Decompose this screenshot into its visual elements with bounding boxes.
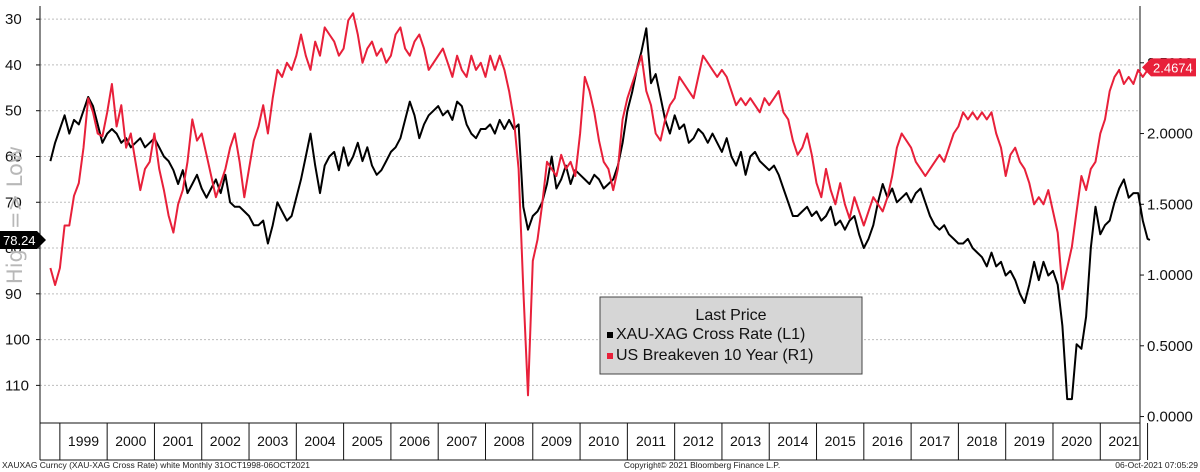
x-tick-label-2003: 2003 (257, 433, 288, 449)
left-tick-label-60: 60 (5, 148, 22, 165)
last-value-badges: 78.24 2.4674 (0, 58, 1196, 249)
legend-title: Last Price (695, 307, 766, 324)
footer-right: 06-Oct-2021 07:05:29 (1115, 460, 1198, 470)
left-tick-label-110: 110 (5, 377, 29, 394)
x-tick-label-2002: 2002 (210, 433, 241, 449)
right-tick-label-1.0000: 1.0000 (1147, 267, 1193, 284)
last-value-label-xau-xag: 78.24 (3, 233, 36, 248)
series-line-breakeven (49, 12, 1151, 397)
series-line-xau-xag (49, 27, 1151, 401)
x-tick-label-2008: 2008 (494, 433, 525, 449)
left-tick-label-50: 50 (5, 103, 22, 120)
x-tick-label-2000: 2000 (115, 433, 146, 449)
last-value-badge-breakeven (1142, 58, 1196, 77)
last-value-badge-xau-xag (0, 230, 46, 249)
x-tick-label-2017: 2017 (919, 433, 950, 449)
x-tick-label-2010: 2010 (588, 433, 619, 449)
footer-left: XAUXAG Curncy (XAU-XAG Cross Rate) white… (2, 460, 310, 470)
left-tick-label-40: 40 (5, 57, 22, 74)
legend-box (599, 296, 863, 375)
x-tick-label-2018: 2018 (966, 433, 997, 449)
x-tick-label-2020: 2020 (1061, 433, 1092, 449)
legend: Last Price XAU-XAG Cross Rate (L1) US Br… (599, 296, 863, 375)
right-tick-label-1.5000: 1.5000 (1147, 196, 1193, 213)
right-tick-label-2.0000: 2.0000 (1147, 126, 1193, 143)
right-tick-label-0.0000: 0.0000 (1147, 409, 1193, 426)
x-tick-label-1999: 1999 (68, 433, 99, 449)
x-tick-label-2011: 2011 (636, 433, 666, 449)
x-tick-label-2014: 2014 (777, 433, 808, 449)
left-tick-label-30: 30 (5, 11, 22, 28)
x-tick-label-2016: 2016 (872, 433, 903, 449)
series-lines (49, 12, 1151, 401)
left-tick-label-70: 70 (5, 194, 22, 211)
x-tick-label-2006: 2006 (399, 433, 430, 449)
footer-center: Copyright© 2021 Bloomberg Finance L.P. (624, 460, 780, 470)
x-tick-label-2005: 2005 (352, 433, 383, 449)
x-tick-label-2001: 2001 (163, 433, 194, 449)
x-tick-label-2021: 2021 (1108, 433, 1139, 449)
last-value-label-breakeven: 2.4674 (1153, 60, 1193, 75)
x-tick-label-2009: 2009 (541, 433, 572, 449)
gridlines (40, 18, 1140, 386)
legend-swatch-breakeven (607, 353, 613, 359)
x-tick-label-2012: 2012 (683, 433, 714, 449)
legend-entry-breakeven: US Breakeven 10 Year (R1) (616, 347, 813, 364)
right-tick-label-0.5000: 0.5000 (1147, 338, 1193, 355)
left-axis-label: High => Low (3, 146, 27, 284)
x-axis: 1999 2000 2001 2002 2003 2004 2005 2006 2007 2008… (39, 6, 1149, 461)
left-tick-label-100: 100 (5, 332, 30, 349)
footer: XAUXAG Curncy (XAU-XAG Cross Rate) white… (2, 460, 1198, 470)
legend-swatch-xau-xag (607, 332, 613, 338)
x-tick-label-2019: 2019 (1014, 433, 1045, 449)
x-tick-label-2007: 2007 (446, 433, 477, 449)
legend-entry-xau-xag: XAU-XAG Cross Rate (L1) (616, 326, 805, 343)
left-tick-label-90: 90 (5, 286, 22, 303)
x-tick-label-2013: 2013 (730, 433, 761, 449)
x-tick-label-2004: 2004 (304, 433, 335, 449)
x-tick-label-2015: 2015 (825, 433, 856, 449)
